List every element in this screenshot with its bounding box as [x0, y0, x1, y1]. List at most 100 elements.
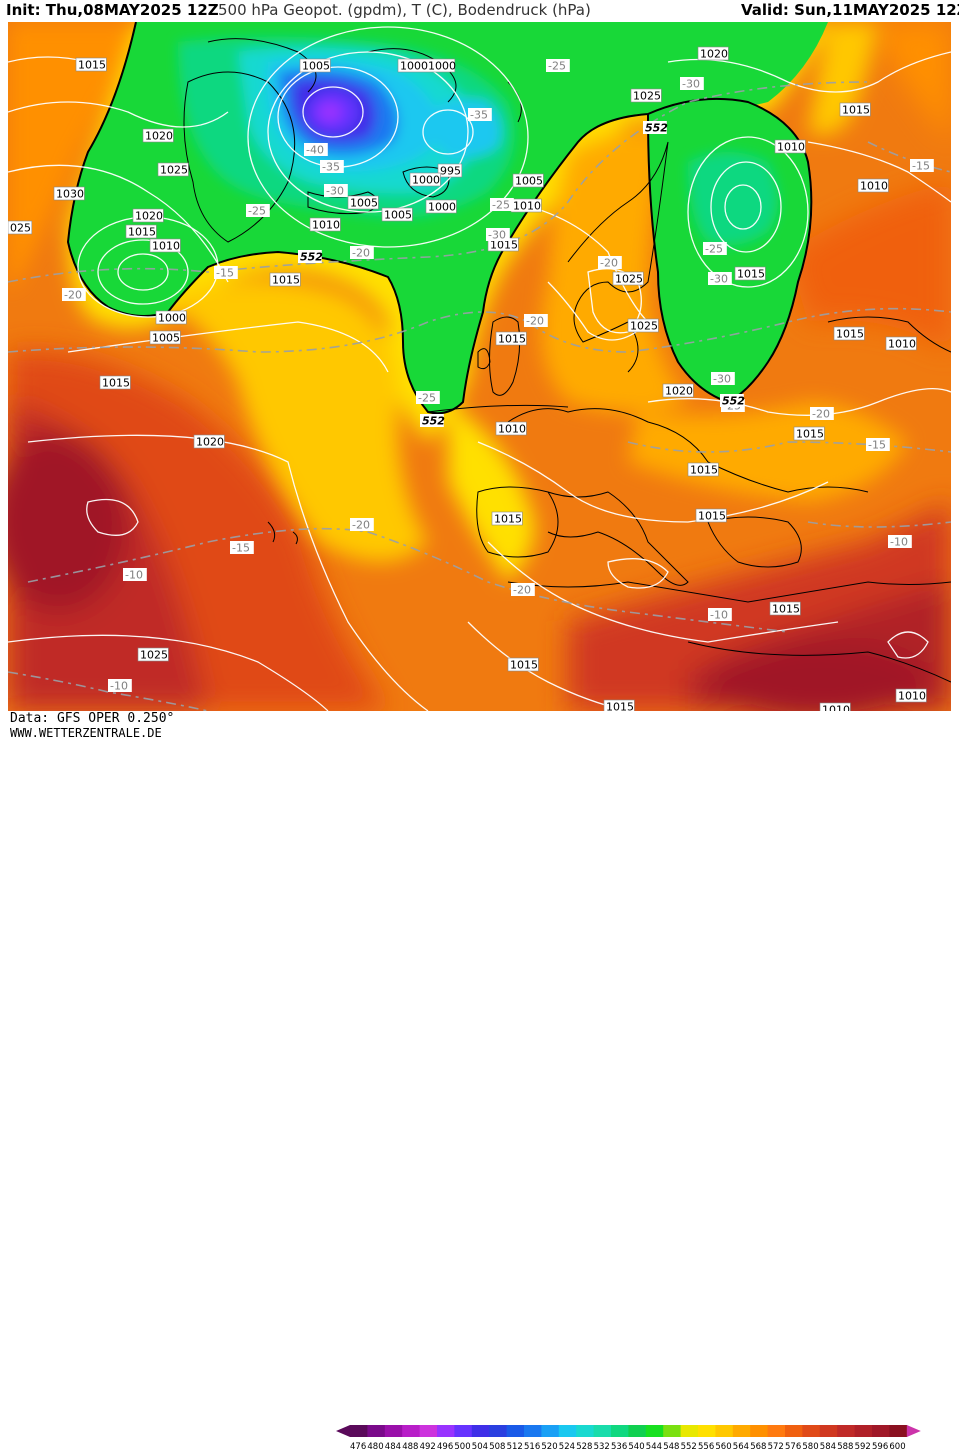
- legend-tick-label: 488: [402, 1442, 418, 1451]
- legend-swatch: [524, 1425, 542, 1437]
- legend-swatch: [489, 1425, 508, 1437]
- pressure-label-box: [857, 178, 889, 193]
- temp-label: -15: [214, 266, 238, 280]
- pressure-label: 1000: [409, 172, 441, 187]
- legend-tick-label: 592: [855, 1442, 871, 1451]
- pressure-label: 1020: [142, 128, 174, 143]
- legend-tick-label: 584: [820, 1442, 836, 1451]
- pressure-label-text: 1005: [302, 60, 330, 73]
- pressure-label-box: [99, 375, 131, 390]
- legend-tick-label: 504: [472, 1442, 488, 1451]
- legend-swatch: [698, 1425, 716, 1437]
- legend-swatch: [541, 1425, 560, 1437]
- pressure-label: 1010: [309, 217, 341, 232]
- pressure-label-text: 1015: [510, 659, 538, 672]
- pressure-label: 1015: [603, 699, 635, 711]
- pressure-label-box: [734, 266, 766, 281]
- pressure-label-text: 1015: [772, 603, 800, 616]
- pressure-label-box: [627, 318, 659, 333]
- legend-swatch: [854, 1425, 873, 1437]
- pressure-label-box: [157, 162, 189, 177]
- legend-swatch: [593, 1425, 612, 1437]
- pressure-label-text: 1015: [737, 268, 765, 281]
- temp-label-box: [598, 256, 622, 269]
- pressure-label-text: 1015: [78, 59, 106, 72]
- pressure-label: 1020: [132, 208, 164, 223]
- pressure-label: 1030: [53, 186, 85, 201]
- legend-swatch: [837, 1425, 856, 1437]
- pressure-label-box: [409, 172, 441, 187]
- pressure-label-text: 1020: [700, 48, 728, 61]
- temp-label-box: [708, 272, 732, 285]
- legend-swatch: [611, 1425, 629, 1437]
- legend-svg: 476 480 484 488 492 496 500 504 508 512 516 520 524 5…: [336, 1425, 921, 1452]
- legend-tick-label: 564: [733, 1442, 749, 1451]
- legend-tick-label: 540: [628, 1442, 644, 1451]
- temp-label-text: -10: [890, 536, 908, 549]
- pressure-label: 025: [8, 220, 33, 235]
- temp-label: -15: [866, 438, 890, 452]
- legend-tick-label: 476: [350, 1442, 366, 1451]
- pressure-label-box: [193, 434, 225, 449]
- pressure-label-text: 1005: [350, 197, 378, 210]
- legend-swatch: [645, 1425, 664, 1437]
- temp-label-box: [680, 77, 704, 90]
- temp-label-text: -30: [710, 273, 728, 286]
- pressure-label-text: 1025: [140, 649, 168, 662]
- legend-swatch: [715, 1425, 734, 1437]
- legend-tick-label: 552: [681, 1442, 697, 1451]
- height-label: 552: [643, 121, 668, 135]
- pressure-label-text: 1015: [836, 328, 864, 341]
- warm-region: [8, 22, 951, 711]
- pressure-label: 10001000: [397, 58, 456, 73]
- legend-tick-label: 544: [646, 1442, 662, 1451]
- pressure-label: 1005: [299, 58, 331, 73]
- temp-label-box: [524, 314, 548, 327]
- pressure-label-box: [437, 163, 463, 178]
- pressure-label-text: 10001000: [400, 60, 456, 73]
- temp-label-text: -15: [216, 267, 234, 280]
- legend-swatch: [506, 1425, 525, 1437]
- temp-label-text: -15: [868, 439, 886, 452]
- pressure-label-text: 1000: [158, 312, 186, 325]
- pressure-label-box: [381, 207, 413, 222]
- pressure-label-text: 995: [440, 165, 461, 178]
- height-label-box: [298, 250, 322, 263]
- legend-swatch: [437, 1425, 455, 1437]
- temp-label-text: -30: [488, 229, 506, 242]
- legend-arrow-right: [906, 1425, 921, 1437]
- pressure-label-box: [630, 88, 662, 103]
- header-bar: Init: Thu,08MAY2025 12Z 500 hPa Geopot. …: [0, 0, 959, 22]
- temp-label: -25: [246, 204, 270, 218]
- legend-tick-label: 600: [889, 1442, 905, 1451]
- legend-tick-label: 516: [524, 1442, 540, 1451]
- pressure-label-text: 1010: [888, 338, 916, 351]
- pressure-label-text: 1020: [135, 210, 163, 223]
- pressure-label-text: 1030: [56, 188, 84, 201]
- temp-label: -10: [108, 679, 132, 693]
- pressure-label-box: [137, 647, 169, 662]
- temp-label: -20: [350, 518, 374, 532]
- temp-label-box: [230, 541, 254, 554]
- temp-label-box: [810, 407, 834, 420]
- legend-tick-label: 536: [611, 1442, 627, 1451]
- temp-label-box: [703, 242, 727, 255]
- pressure-label-text: 1010: [498, 423, 526, 436]
- pressure-label-text: 1025: [615, 273, 643, 286]
- temp-label-text: -30: [713, 373, 731, 386]
- pressure-label-text: 1015: [494, 513, 522, 526]
- temp-label: -20: [598, 256, 622, 270]
- temp-label-text: -35: [322, 161, 340, 174]
- pressure-label: 1015: [687, 462, 719, 477]
- height-label-box: [643, 121, 667, 134]
- legend-tick-label: 532: [594, 1442, 610, 1451]
- legend-arrow-left: [336, 1425, 350, 1437]
- temp-label-text: -20: [352, 519, 370, 532]
- pressure-label-box: [662, 383, 694, 398]
- legend-tick-label: 560: [715, 1442, 731, 1451]
- pressure-label-text: 1025: [630, 320, 658, 333]
- temp-label-text: -25: [705, 243, 723, 256]
- height-label: 552: [720, 394, 745, 408]
- legend-swatch: [402, 1425, 421, 1437]
- legend-swatch: [663, 1425, 682, 1437]
